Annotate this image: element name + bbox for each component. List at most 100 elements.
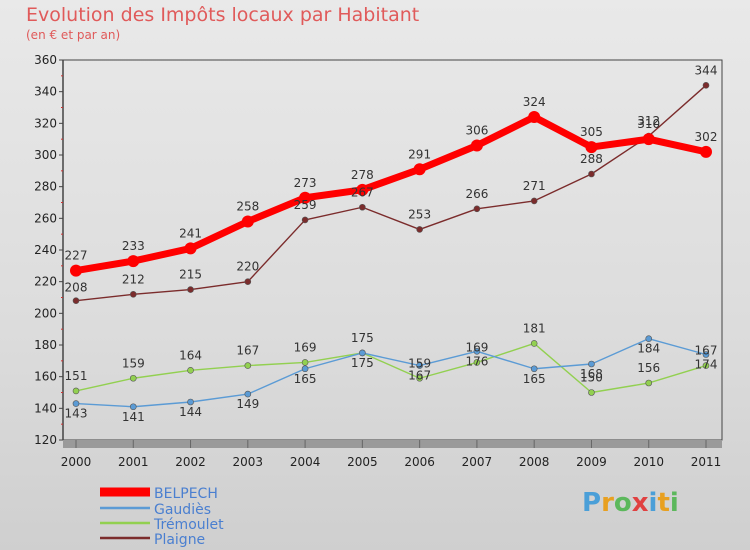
data-label: 184: [637, 342, 660, 356]
y-tick-label: 220: [34, 275, 57, 289]
data-point: [702, 362, 710, 369]
legend-label: BELPECH: [154, 486, 218, 502]
y-tick-label: 320: [34, 116, 57, 130]
x-tick-label: 2008: [519, 455, 550, 469]
data-label: 150: [580, 371, 603, 385]
data-label: 169: [465, 340, 488, 354]
data-label: 305: [580, 125, 603, 139]
y-tick-label: 260: [34, 211, 57, 225]
legend-label: Plaigne: [154, 532, 205, 548]
data-label: 312: [637, 114, 660, 128]
data-point: [413, 163, 426, 176]
data-label: 259: [294, 198, 317, 212]
data-point: [416, 374, 423, 382]
data-point: [530, 365, 538, 373]
data-point: [473, 205, 481, 213]
data-label: 288: [580, 152, 603, 166]
data-point: [473, 359, 481, 366]
series-layer: [70, 82, 712, 411]
data-label: 175: [351, 356, 374, 370]
data-point: [585, 141, 598, 154]
data-point: [588, 389, 595, 396]
data-label: 253: [408, 207, 431, 221]
data-label: 324: [523, 95, 546, 109]
y-tick-label: 340: [34, 85, 57, 99]
data-label: 141: [122, 410, 145, 424]
data-label: 233: [122, 239, 145, 253]
logo-letter: i: [669, 488, 679, 518]
data-point: [645, 335, 653, 342]
y-tick-label: 360: [34, 53, 57, 67]
data-label: 258: [236, 200, 259, 214]
data-label: 167: [695, 344, 718, 358]
data-label: 151: [65, 369, 88, 383]
x-tick-label: 2000: [61, 455, 92, 469]
x-tick-label: 2011: [691, 455, 722, 469]
x-axis-band: [63, 440, 722, 448]
data-point: [72, 387, 80, 395]
data-label: 220: [236, 260, 259, 274]
data-point: [129, 403, 137, 411]
data-point: [416, 362, 423, 369]
x-tick-label: 2001: [118, 455, 149, 469]
data-label: 159: [408, 356, 431, 370]
y-tick-label: 280: [34, 180, 57, 194]
data-point: [301, 365, 309, 373]
x-tick-label: 2010: [633, 455, 664, 469]
data-point: [588, 170, 595, 178]
x-tick-label: 2006: [404, 455, 435, 469]
data-point: [530, 197, 538, 205]
logo-letter: i: [648, 488, 658, 518]
data-point: [645, 379, 653, 387]
data-point: [700, 145, 712, 158]
data-label: 267: [351, 185, 374, 199]
series-line-gaudiès: [75, 337, 707, 408]
data-point: [244, 278, 252, 285]
chart-title: Evolution des Impôts locaux par Habitant: [26, 4, 420, 26]
data-label: 168: [580, 367, 603, 381]
data-point: [70, 264, 82, 277]
logo-letter: o: [613, 488, 632, 518]
data-point: [301, 359, 309, 366]
y-tick-label: 300: [34, 148, 57, 162]
data-label: 165: [523, 372, 546, 386]
data-point: [702, 82, 710, 89]
data-point: [187, 286, 194, 293]
data-label: 149: [236, 397, 259, 411]
x-tick-label: 2004: [290, 455, 321, 469]
y-tick-label: 180: [34, 338, 57, 352]
x-tick-label: 2003: [233, 455, 264, 469]
data-label: 167: [408, 369, 431, 383]
data-point: [187, 367, 194, 374]
y-tick-label: 240: [34, 243, 57, 257]
data-label: 291: [408, 147, 431, 161]
series-line-trémoulet: [75, 342, 707, 394]
data-label: 167: [236, 344, 259, 358]
data-point: [244, 390, 252, 398]
x-tick-label: 2002: [175, 455, 206, 469]
x-tick-label: 2005: [347, 455, 378, 469]
data-point: [473, 348, 481, 355]
y-tick-label: 200: [34, 306, 57, 320]
data-point: [187, 398, 194, 406]
data-point: [528, 111, 541, 123]
data-point: [356, 183, 369, 196]
data-label: 271: [523, 179, 546, 193]
data-point: [642, 133, 655, 146]
data-label: 164: [179, 348, 202, 362]
x-tick-label: 2009: [576, 455, 607, 469]
logo-letter: r: [601, 488, 614, 518]
data-point: [470, 139, 483, 152]
data-label: 144: [179, 405, 202, 419]
data-label: 176: [465, 354, 488, 368]
axes: 120 140 160 180 200 220 240 260 280 300 320 340 360 2…: [34, 53, 723, 469]
data-label: 241: [179, 226, 202, 240]
data-labels: 208 212 215 220 259 267 253 266 271 288 312 344 151 1…: [65, 63, 718, 423]
data-label: 169: [294, 340, 317, 354]
logo-letter: P: [582, 488, 602, 518]
data-label: 159: [122, 356, 145, 370]
data-label: 208: [65, 281, 88, 295]
data-point: [129, 291, 137, 298]
x-tick-label: 2007: [462, 455, 493, 469]
data-point: [416, 226, 423, 233]
